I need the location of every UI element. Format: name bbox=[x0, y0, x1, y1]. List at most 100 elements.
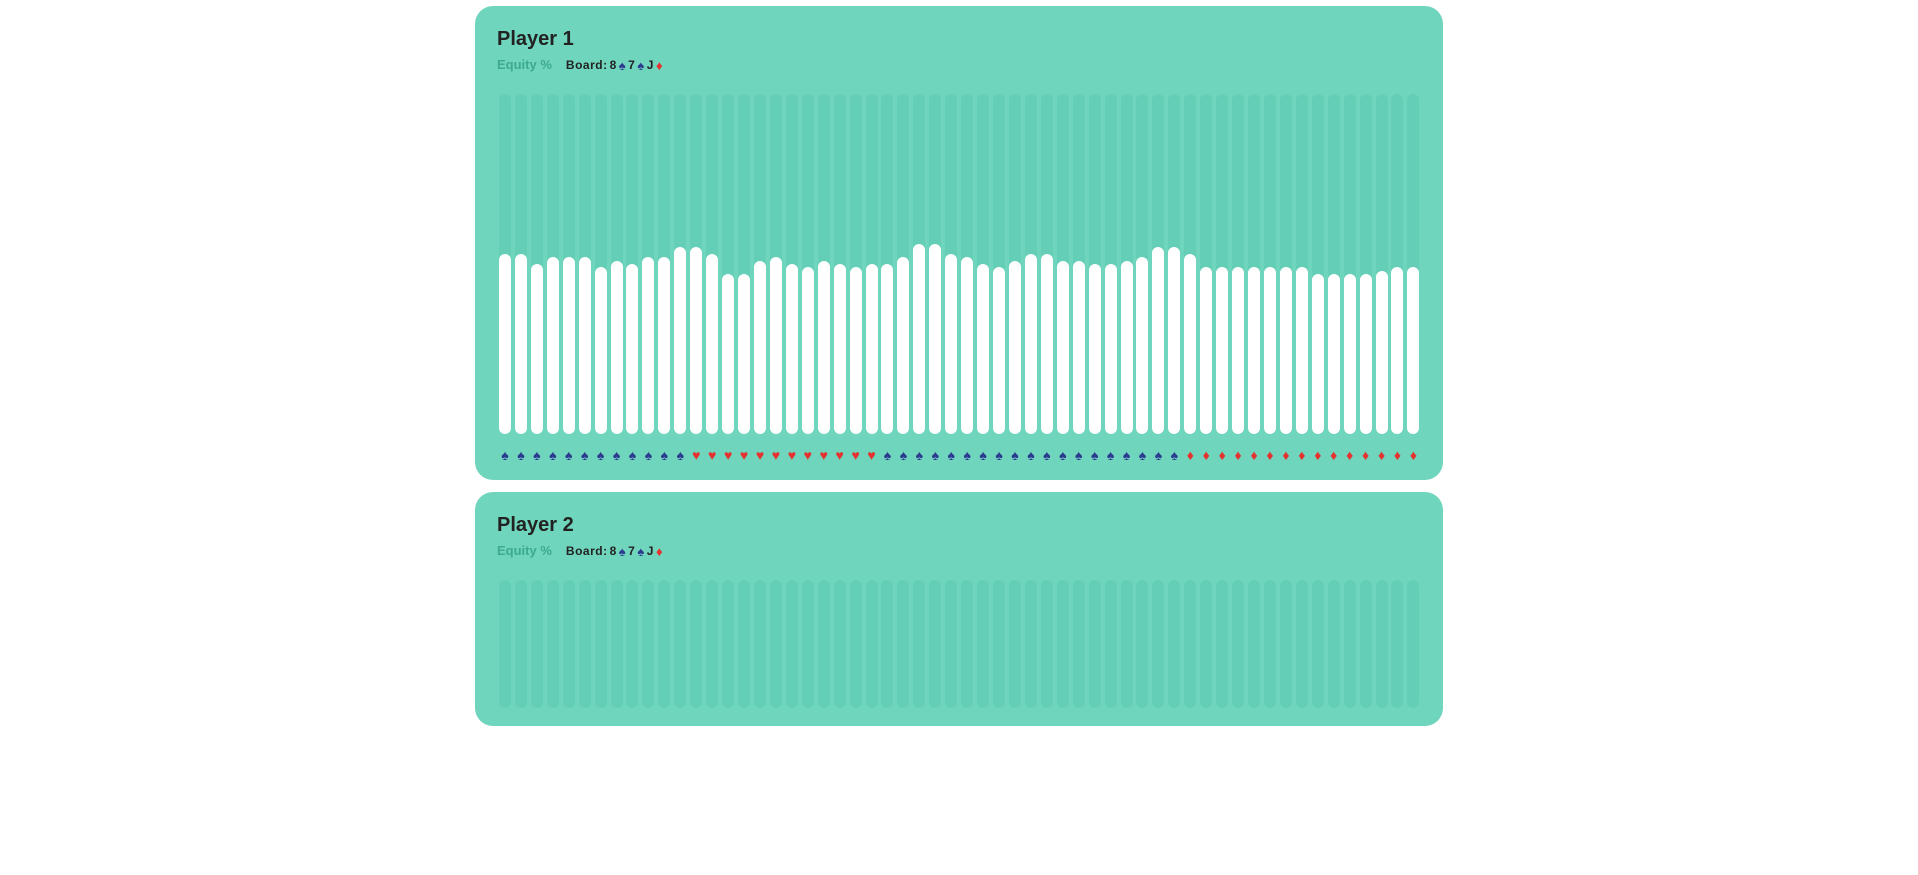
bar-column[interactable] bbox=[991, 580, 1007, 708]
bar-column[interactable] bbox=[848, 580, 864, 708]
bar-column[interactable] bbox=[880, 580, 896, 708]
bar-column[interactable] bbox=[736, 94, 752, 434]
bar-column[interactable] bbox=[1071, 94, 1087, 434]
bar-column[interactable] bbox=[704, 94, 720, 434]
bar-column[interactable] bbox=[1198, 94, 1214, 434]
bar-column[interactable] bbox=[577, 580, 593, 708]
bar-column[interactable] bbox=[927, 94, 943, 434]
bar-column[interactable] bbox=[1246, 580, 1262, 708]
bar-column[interactable] bbox=[1150, 580, 1166, 708]
bar-column[interactable] bbox=[1055, 94, 1071, 434]
bar-column[interactable] bbox=[864, 94, 880, 434]
bar-column[interactable] bbox=[545, 94, 561, 434]
bar-column[interactable] bbox=[1390, 94, 1406, 434]
bar-column[interactable] bbox=[497, 94, 513, 434]
bar-column[interactable] bbox=[529, 580, 545, 708]
bar-column[interactable] bbox=[1278, 580, 1294, 708]
bar-column[interactable] bbox=[800, 94, 816, 434]
bar-column[interactable] bbox=[1310, 94, 1326, 434]
bar-column[interactable] bbox=[1150, 94, 1166, 434]
bar-column[interactable] bbox=[1023, 580, 1039, 708]
bar-column[interactable] bbox=[1087, 580, 1103, 708]
bar-column[interactable] bbox=[895, 580, 911, 708]
bar-column[interactable] bbox=[1294, 580, 1310, 708]
bar-column[interactable] bbox=[609, 94, 625, 434]
bar-column[interactable] bbox=[1310, 580, 1326, 708]
bar-column[interactable] bbox=[1230, 580, 1246, 708]
bar-column[interactable] bbox=[1405, 94, 1421, 434]
bar-column[interactable] bbox=[1039, 580, 1055, 708]
bar-column[interactable] bbox=[752, 94, 768, 434]
bar-column[interactable] bbox=[1374, 580, 1390, 708]
bar-column[interactable] bbox=[704, 580, 720, 708]
bar-column[interactable] bbox=[1262, 580, 1278, 708]
bar-column[interactable] bbox=[497, 580, 513, 708]
bar-column[interactable] bbox=[1182, 94, 1198, 434]
bar-column[interactable] bbox=[864, 580, 880, 708]
bar-column[interactable] bbox=[832, 580, 848, 708]
bar-column[interactable] bbox=[736, 580, 752, 708]
bar-column[interactable] bbox=[848, 94, 864, 434]
bar-column[interactable] bbox=[784, 580, 800, 708]
bar-column[interactable] bbox=[640, 94, 656, 434]
bar-column[interactable] bbox=[1230, 94, 1246, 434]
bar-column[interactable] bbox=[625, 94, 641, 434]
bar-column[interactable] bbox=[1262, 94, 1278, 434]
bar-column[interactable] bbox=[943, 94, 959, 434]
bar-column[interactable] bbox=[816, 580, 832, 708]
bar-column[interactable] bbox=[529, 94, 545, 434]
bar-column[interactable] bbox=[880, 94, 896, 434]
bar-column[interactable] bbox=[991, 94, 1007, 434]
bar-column[interactable] bbox=[1135, 580, 1151, 708]
bar-column[interactable] bbox=[688, 94, 704, 434]
bar-column[interactable] bbox=[1214, 94, 1230, 434]
bar-column[interactable] bbox=[577, 94, 593, 434]
bar-column[interactable] bbox=[1198, 580, 1214, 708]
bar-column[interactable] bbox=[513, 580, 529, 708]
bar-column[interactable] bbox=[561, 94, 577, 434]
bar-column[interactable] bbox=[1119, 94, 1135, 434]
bar-column[interactable] bbox=[784, 94, 800, 434]
bar-column[interactable] bbox=[1166, 580, 1182, 708]
bar-column[interactable] bbox=[1326, 94, 1342, 434]
bar-column[interactable] bbox=[656, 94, 672, 434]
bar-column[interactable] bbox=[1294, 94, 1310, 434]
bar-column[interactable] bbox=[800, 580, 816, 708]
bar-column[interactable] bbox=[959, 580, 975, 708]
bar-column[interactable] bbox=[513, 94, 529, 434]
bar-column[interactable] bbox=[832, 94, 848, 434]
bar-column[interactable] bbox=[561, 580, 577, 708]
bar-column[interactable] bbox=[1374, 94, 1390, 434]
bar-column[interactable] bbox=[1278, 94, 1294, 434]
bar-column[interactable] bbox=[1135, 94, 1151, 434]
bar-column[interactable] bbox=[768, 94, 784, 434]
bar-column[interactable] bbox=[593, 94, 609, 434]
bar-column[interactable] bbox=[959, 94, 975, 434]
bar-column[interactable] bbox=[1007, 580, 1023, 708]
bar-column[interactable] bbox=[1342, 94, 1358, 434]
bar-column[interactable] bbox=[1071, 580, 1087, 708]
bar-column[interactable] bbox=[1166, 94, 1182, 434]
bar-column[interactable] bbox=[720, 94, 736, 434]
bar-column[interactable] bbox=[1103, 580, 1119, 708]
bar-column[interactable] bbox=[943, 580, 959, 708]
bar-column[interactable] bbox=[672, 94, 688, 434]
bar-column[interactable] bbox=[1119, 580, 1135, 708]
bar-column[interactable] bbox=[1358, 94, 1374, 434]
bar-column[interactable] bbox=[593, 580, 609, 708]
bar-column[interactable] bbox=[752, 580, 768, 708]
bar-column[interactable] bbox=[1246, 94, 1262, 434]
bar-column[interactable] bbox=[1405, 580, 1421, 708]
bar-column[interactable] bbox=[720, 580, 736, 708]
bar-column[interactable] bbox=[545, 580, 561, 708]
bar-column[interactable] bbox=[656, 580, 672, 708]
bar-column[interactable] bbox=[911, 580, 927, 708]
bar-column[interactable] bbox=[927, 580, 943, 708]
bar-column[interactable] bbox=[1390, 580, 1406, 708]
bar-column[interactable] bbox=[640, 580, 656, 708]
bar-column[interactable] bbox=[1326, 580, 1342, 708]
bar-column[interactable] bbox=[1039, 94, 1055, 434]
bar-column[interactable] bbox=[1023, 94, 1039, 434]
bar-column[interactable] bbox=[1182, 580, 1198, 708]
bar-column[interactable] bbox=[911, 94, 927, 434]
